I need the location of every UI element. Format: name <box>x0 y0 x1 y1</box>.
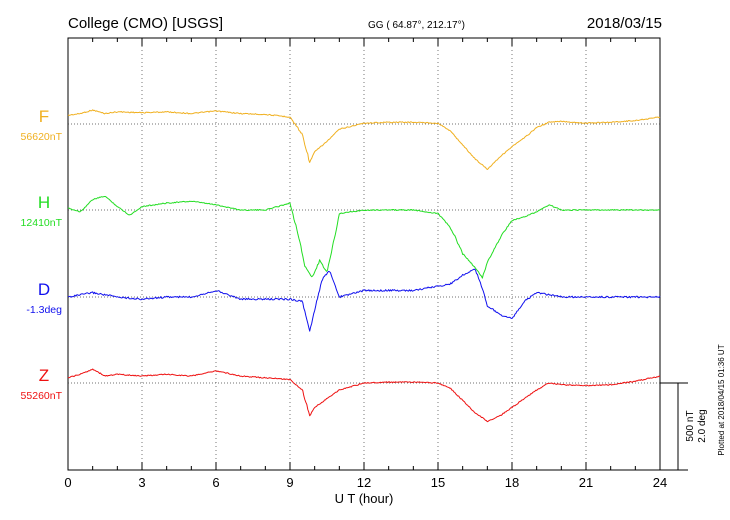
series-line-D <box>67 268 661 332</box>
series-name-H: H <box>38 193 50 212</box>
scale-bar-deg-label: 2.0 deg <box>697 409 708 442</box>
scale-bar: 500 nT 2.0 deg <box>660 382 708 471</box>
grid-lines <box>141 38 587 470</box>
series-line-H <box>67 196 661 279</box>
x-tick-label: 15 <box>431 475 445 490</box>
x-tick-label: 18 <box>505 475 519 490</box>
series-name-D: D <box>38 280 50 299</box>
series-baseline-H: 12410nT <box>21 217 63 229</box>
series-baseline-F: 56620nT <box>21 131 63 143</box>
series-baseline-D: -1.3deg <box>26 304 62 316</box>
scale-bar-nt-label: 500 nT <box>685 410 696 441</box>
x-tick-label: 6 <box>212 475 219 490</box>
series-name-F: F <box>39 107 49 126</box>
x-tick-label: 24 <box>653 475 667 490</box>
x-tick-label: 0 <box>64 475 71 490</box>
chart-title: College (CMO) [USGS] <box>68 15 223 32</box>
series-name-Z: Z <box>39 366 49 385</box>
x-axis-ticks: 0 3 6 9 12 15 18 21 24 <box>64 38 667 490</box>
station-coords: GG ( 64.87°, 212.17°) <box>368 20 465 31</box>
plotted-timestamp: Plotted at 2018/04/15 01:36 UT <box>717 344 726 455</box>
x-axis-label: U T (hour) <box>335 491 394 506</box>
series-labels: F 56620nT H 12410nT D -1.3deg Z 55260nT <box>21 107 63 402</box>
x-tick-label: 12 <box>357 475 371 490</box>
series-line-F <box>67 109 661 170</box>
x-tick-label: 9 <box>286 475 293 490</box>
chart-date: 2018/03/15 <box>587 15 662 32</box>
series-lines <box>67 109 661 423</box>
x-tick-label: 21 <box>579 475 593 490</box>
series-line-Z <box>67 368 661 423</box>
x-tick-label: 3 <box>138 475 145 490</box>
series-baseline-Z: 55260nT <box>21 390 63 402</box>
